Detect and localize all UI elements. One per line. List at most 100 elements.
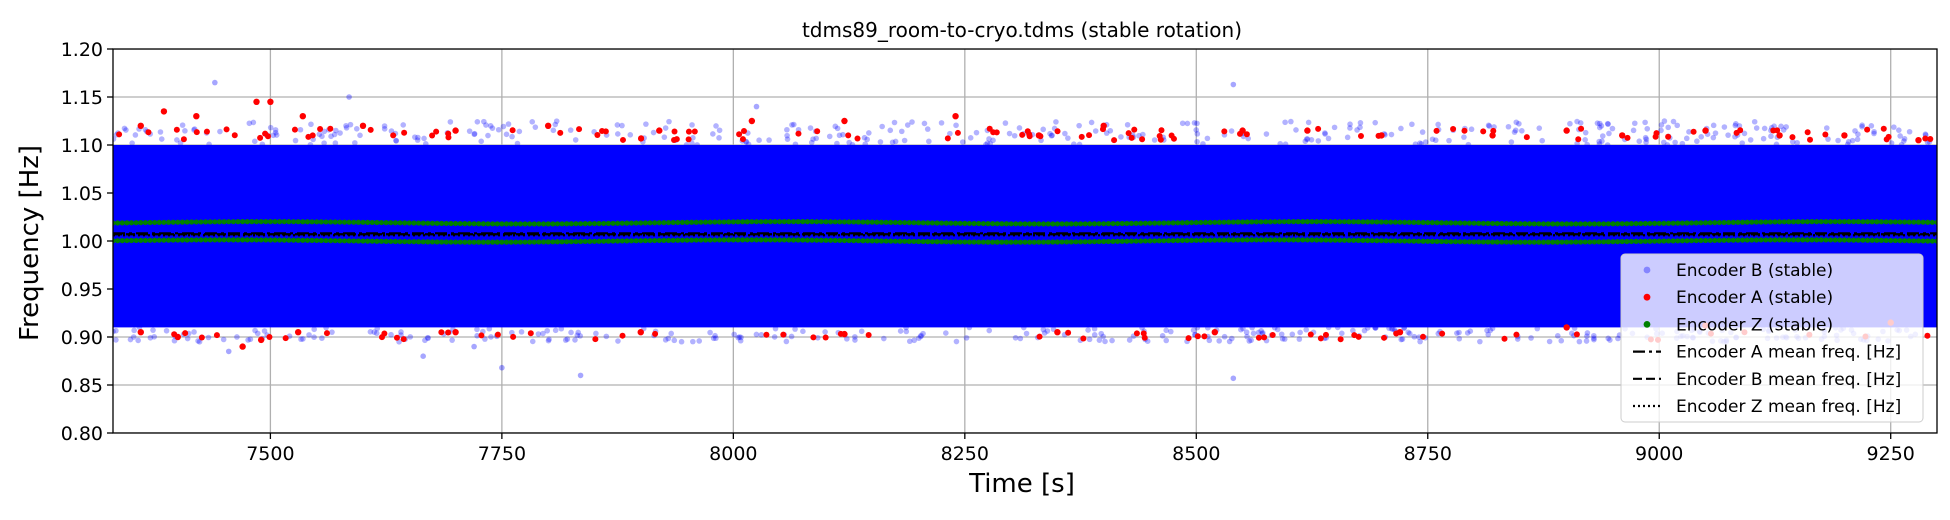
encoder-b-point <box>1435 121 1441 128</box>
encoder-z-point <box>147 219 153 226</box>
encoder-z-point <box>1564 239 1570 245</box>
encoder-z-point <box>457 220 463 227</box>
encoder-z-point <box>309 219 315 225</box>
encoder-z-point <box>943 239 949 245</box>
encoder-z-point <box>161 219 167 225</box>
encoder-b-point <box>1534 325 1541 332</box>
encoder-z-point <box>198 219 204 225</box>
encoder-z-point <box>980 239 986 245</box>
encoder-z-point <box>772 219 778 225</box>
encoder-b-point <box>1372 325 1379 331</box>
encoder-z-point <box>633 220 639 226</box>
encoder-z-point <box>1244 219 1250 225</box>
encoder-b-point <box>1852 128 1858 134</box>
encoder-z-point <box>443 239 449 245</box>
encoder-z-point <box>818 237 824 243</box>
encoder-b-point <box>1546 338 1553 345</box>
encoder-b-point <box>182 128 188 134</box>
encoder-b-point <box>1422 139 1429 145</box>
encoder-z-point <box>1351 237 1357 243</box>
encoder-a-point <box>652 330 659 337</box>
encoder-z-point <box>1267 237 1273 243</box>
encoder-z-point <box>1716 219 1723 226</box>
encoder-z-point <box>1684 220 1690 226</box>
encoder-z-point <box>1073 239 1079 245</box>
encoder-z-point <box>1763 237 1769 243</box>
encoder-b-point <box>1605 335 1612 342</box>
encoder-b-point <box>1604 142 1611 148</box>
encoder-z-point <box>392 238 398 245</box>
x-tick-label: 9000 <box>1635 443 1683 465</box>
encoder-b-point <box>130 334 137 340</box>
encoder-z-point <box>1920 238 1926 244</box>
encoder-z-point <box>490 239 496 245</box>
encoder-z-point <box>855 219 861 225</box>
encoder-b-point <box>1011 132 1018 139</box>
encoder-z-point <box>976 220 982 227</box>
encoder-b-point <box>906 338 913 345</box>
encoder-z-point <box>443 220 449 227</box>
encoder-a-point <box>544 122 552 129</box>
encoder-z-point <box>1415 219 1422 226</box>
y-tick-label: 1.20 <box>61 39 103 61</box>
encoder-z-point <box>601 238 607 244</box>
encoder-b-point <box>1679 140 1686 147</box>
encoder-z-point <box>1476 220 1482 226</box>
encoder-z-point <box>124 237 130 244</box>
encoder-a-point <box>182 330 189 337</box>
encoder-b-point <box>568 329 574 336</box>
encoder-z-point <box>1415 238 1422 244</box>
encoder-z-point <box>1235 237 1241 243</box>
encoder-b-point <box>690 338 696 345</box>
encoder-z-point <box>1378 238 1385 244</box>
encoder-b-point <box>179 122 186 128</box>
encoder-b-point <box>1190 327 1197 333</box>
encoder-z-point <box>415 220 422 226</box>
encoder-z-point <box>138 237 144 244</box>
encoder-z-point <box>693 237 699 243</box>
encoder-b-point <box>662 337 669 343</box>
encoder-b-point <box>889 139 896 146</box>
encoder-z-point <box>536 221 542 227</box>
encoder-z-point <box>559 221 565 227</box>
encoder-z-point <box>378 238 385 244</box>
encoder-b-point <box>357 132 363 139</box>
encoder-z-point <box>369 238 375 244</box>
encoder-a-point <box>1026 133 1033 140</box>
encoder-b-point <box>864 136 870 143</box>
encoder-z-point <box>536 239 542 245</box>
encoder-b-point <box>1204 135 1211 142</box>
encoder-z-point <box>1471 220 1477 226</box>
encoder-z-point <box>1767 237 1773 243</box>
encoder-z-point <box>693 219 699 225</box>
encoder-z-point <box>1860 219 1866 225</box>
encoder-z-point <box>1522 239 1528 245</box>
encoder-z-point <box>1772 237 1778 243</box>
encoder-a-point <box>1420 333 1427 340</box>
y-tick-label: 1.10 <box>61 135 103 157</box>
encoder-z-point <box>1804 237 1810 243</box>
encoder-b-point <box>1053 119 1059 125</box>
encoder-b-point <box>1048 132 1055 139</box>
encoder-b-point <box>546 336 552 343</box>
encoder-a-point <box>282 335 289 342</box>
encoder-z-point <box>290 219 297 225</box>
encoder-a-point <box>1396 329 1404 336</box>
encoder-z-point <box>818 219 824 225</box>
encoder-z-point <box>1212 219 1218 225</box>
encoder-b-point <box>1086 336 1093 343</box>
encoder-b-point <box>1334 324 1341 331</box>
encoder-z-point <box>517 221 523 227</box>
encoder-z-point <box>226 237 232 243</box>
encoder-a-point <box>685 136 692 143</box>
encoder-z-point <box>1202 219 1209 226</box>
encoder-z-point <box>1605 239 1611 245</box>
encoder-b-point <box>499 364 505 371</box>
encoder-z-point <box>115 220 121 226</box>
encoder-b-point <box>758 332 765 338</box>
encoder-b-point <box>903 328 910 335</box>
encoder-z-point <box>1721 237 1727 243</box>
encoder-z-point <box>124 220 130 226</box>
encoder-b-point <box>984 140 991 147</box>
